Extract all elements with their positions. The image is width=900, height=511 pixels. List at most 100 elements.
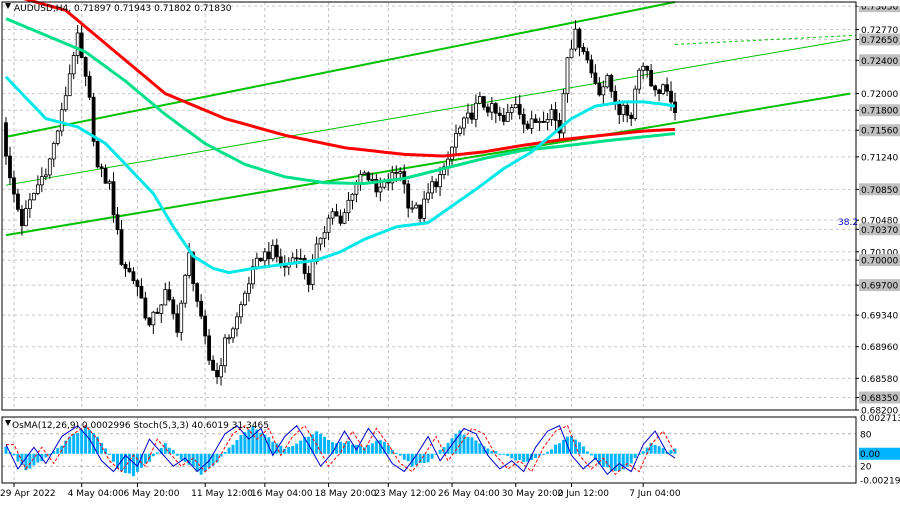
price-tick-label: 0.68960 [861,343,898,353]
candle-bull [227,337,231,340]
channel-line [5,38,851,186]
osma-bar [350,444,354,454]
osma-bar [131,453,135,477]
price-tick-label: 0.71240 [861,153,898,163]
candle-bull [43,174,48,177]
osma-bar [394,452,398,454]
candle-bull [450,146,454,160]
candle-bear [83,57,88,77]
price-tick-label: 0.70100 [861,248,898,258]
osma-bar [84,425,88,454]
osma-bar [143,453,147,464]
candle-bear [99,166,104,169]
channel-line [5,92,851,237]
ema-50-line [4,75,676,275]
osma-bar [119,453,123,472]
candle-bull [350,193,355,201]
osma-bar [406,453,410,462]
osma-bar [52,451,56,454]
price-label-box [859,183,900,196]
osma-bar [438,449,442,454]
candle-bull [27,199,32,210]
time-axis-label: 7 Jun 04:00 [629,489,681,499]
candle-bull [513,104,518,109]
osma-bar [311,434,315,454]
candle-bear [135,280,140,287]
osma-bar [346,441,350,454]
candle-bear [258,257,263,262]
osma-bar [151,453,155,457]
osma-bar [263,434,267,454]
osma-bar [474,440,478,454]
osma-bar [506,453,510,456]
osma-bar [211,453,215,466]
osma-bar [482,446,486,454]
osma-bar [613,453,617,472]
osma-bar [88,429,92,454]
osma-bar [116,453,120,469]
price-tick-label: 0.72000 [861,90,898,100]
candle-bear [211,359,215,371]
candle-bull [35,184,40,194]
candle-bull [426,192,431,200]
candle-bull [545,119,550,123]
osma-bar [243,432,247,454]
osma-bar [562,439,566,454]
candle-bear [115,214,120,231]
price-label-box [859,223,900,236]
osma-bar [386,445,390,454]
osc-panel-frame [1,416,857,484]
candle-bull [661,84,665,94]
candle-bear [617,103,622,115]
candle-bull [159,304,164,314]
osma-bar [458,430,462,454]
osma-bar [32,453,36,466]
osma-bar [56,448,60,454]
price-label-box [859,391,900,404]
candle-bear [175,313,180,333]
candle-bull [318,237,323,245]
price-tick-label: 0.69340 [861,312,898,322]
price-label-box [859,33,900,46]
candle-bear [302,258,307,274]
candle-bull [474,102,478,120]
candle-bear [501,115,506,122]
candle-bear [195,283,200,302]
candle-bull [47,158,52,176]
candle-bull [326,217,331,233]
candle-bull [454,133,458,148]
candle-bull [270,244,275,260]
osma-bar [398,453,402,456]
osma-bar [418,453,422,463]
osma-bar [581,446,585,454]
time-axis-label: 11 May 12:00 [191,489,253,499]
candle-bull [151,311,156,326]
osma-bar [462,434,466,454]
osc-collapse-icon [5,420,11,426]
osma-bar [48,453,52,456]
osma-bar [657,446,661,454]
candle-bull [322,231,327,239]
candle-bull [477,96,482,104]
osma-tick-label: 0.0027133 [860,414,900,424]
osma-bar [589,453,593,456]
osma-bar [673,448,677,454]
price-tick-label: 0.72770 [861,26,898,36]
osma-bar [617,453,621,472]
osma-bar [283,448,287,454]
time-axis-label: 4 May 04:00 [68,489,124,499]
osma-bar [502,453,506,455]
chart-title-ohlc: AUDUSD,H4, 0.71897 0.71943 0.71802 0.718… [14,4,232,14]
candle-bear [497,112,502,116]
time-axis-label: 23 May 12:00 [374,489,436,499]
osma-bar [247,429,251,454]
osma-bar [199,453,203,475]
candle-bull [549,109,554,120]
candle-bear [215,369,219,378]
osma-bar [108,453,112,455]
osma-bar [382,441,386,454]
osma-bar [514,453,518,461]
candle-bull [243,292,247,306]
osma-bar [259,432,263,454]
